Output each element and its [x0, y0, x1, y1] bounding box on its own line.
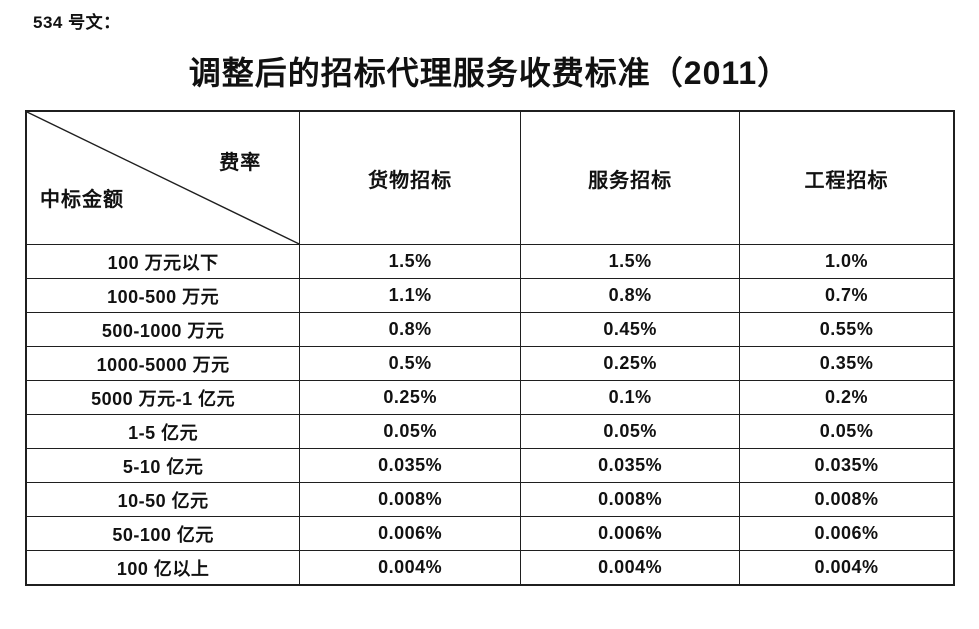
goods-rate-cell: 1.1% — [299, 278, 522, 313]
goods-rate-cell: 0.006% — [299, 516, 522, 551]
goods-rate-cell: 0.035% — [299, 448, 522, 483]
engineering-rate-cell: 0.008% — [739, 482, 955, 517]
diagonal-divider-line — [27, 112, 299, 244]
table-row: 10-50 亿元 0.008% 0.008% 0.008% — [25, 482, 955, 517]
amount-cell: 5000 万元-1 亿元 — [25, 380, 301, 415]
engineering-rate-cell: 0.05% — [739, 414, 955, 449]
service-rate-cell: 0.45% — [520, 312, 741, 347]
goods-rate-cell: 0.8% — [299, 312, 522, 347]
amount-cell: 1-5 亿元 — [25, 414, 301, 449]
column-header-service: 服务招标 — [520, 110, 741, 245]
column-header-goods: 货物招标 — [299, 110, 522, 245]
rate-axis-label: 费率 — [219, 152, 262, 174]
fee-standard-table: 费率 中标金额 货物招标 服务招标 工程招标 100 万元以下 1.5% 1.5… — [25, 110, 955, 586]
service-rate-cell: 0.004% — [520, 550, 741, 586]
amount-cell: 50-100 亿元 — [25, 516, 301, 551]
doc-number-label: 534 号文： — [33, 13, 121, 32]
engineering-rate-cell: 0.006% — [739, 516, 955, 551]
goods-rate-cell: 0.008% — [299, 482, 522, 517]
amount-cell: 100 万元以下 — [25, 244, 301, 279]
table-header-row: 费率 中标金额 货物招标 服务招标 工程招标 — [25, 110, 955, 245]
service-rate-cell: 0.1% — [520, 380, 741, 415]
table-row: 1000-5000 万元 0.5% 0.25% 0.35% — [25, 346, 955, 381]
amount-cell: 100-500 万元 — [25, 278, 301, 313]
service-rate-cell: 0.25% — [520, 346, 741, 381]
engineering-rate-cell: 0.035% — [739, 448, 955, 483]
column-header-engineering: 工程招标 — [739, 110, 955, 245]
table-row: 5-10 亿元 0.035% 0.035% 0.035% — [25, 448, 955, 483]
goods-rate-cell: 0.004% — [299, 550, 522, 586]
table-row: 100-500 万元 1.1% 0.8% 0.7% — [25, 278, 955, 313]
table-row: 100 亿以上 0.004% 0.004% 0.004% — [25, 550, 955, 586]
engineering-rate-cell: 1.0% — [739, 244, 955, 279]
page-title: 调整后的招标代理服务收费标准（2011） — [188, 55, 791, 91]
engineering-rate-cell: 0.2% — [739, 380, 955, 415]
goods-rate-cell: 0.25% — [299, 380, 522, 415]
engineering-rate-cell: 0.7% — [739, 278, 955, 313]
service-rate-cell: 0.035% — [520, 448, 741, 483]
service-rate-cell: 0.006% — [520, 516, 741, 551]
engineering-rate-cell: 0.35% — [739, 346, 955, 381]
service-rate-cell: 0.008% — [520, 482, 741, 517]
table-row: 500-1000 万元 0.8% 0.45% 0.55% — [25, 312, 955, 347]
amount-cell: 1000-5000 万元 — [25, 346, 301, 381]
goods-rate-cell: 0.5% — [299, 346, 522, 381]
engineering-rate-cell: 0.55% — [739, 312, 955, 347]
service-rate-cell: 1.5% — [520, 244, 741, 279]
service-rate-cell: 0.05% — [520, 414, 741, 449]
table-row: 50-100 亿元 0.006% 0.006% 0.006% — [25, 516, 955, 551]
table-row: 5000 万元-1 亿元 0.25% 0.1% 0.2% — [25, 380, 955, 415]
amount-cell: 5-10 亿元 — [25, 448, 301, 483]
amount-axis-label: 中标金额 — [40, 189, 124, 211]
goods-rate-cell: 0.05% — [299, 414, 522, 449]
corner-header-cell: 费率 中标金额 — [25, 110, 301, 245]
service-rate-cell: 0.8% — [520, 278, 741, 313]
amount-cell: 100 亿以上 — [25, 550, 301, 586]
amount-cell: 10-50 亿元 — [25, 482, 301, 517]
table-row: 1-5 亿元 0.05% 0.05% 0.05% — [25, 414, 955, 449]
engineering-rate-cell: 0.004% — [739, 550, 955, 586]
goods-rate-cell: 1.5% — [299, 244, 522, 279]
table-row: 100 万元以下 1.5% 1.5% 1.0% — [25, 244, 955, 279]
amount-cell: 500-1000 万元 — [25, 312, 301, 347]
